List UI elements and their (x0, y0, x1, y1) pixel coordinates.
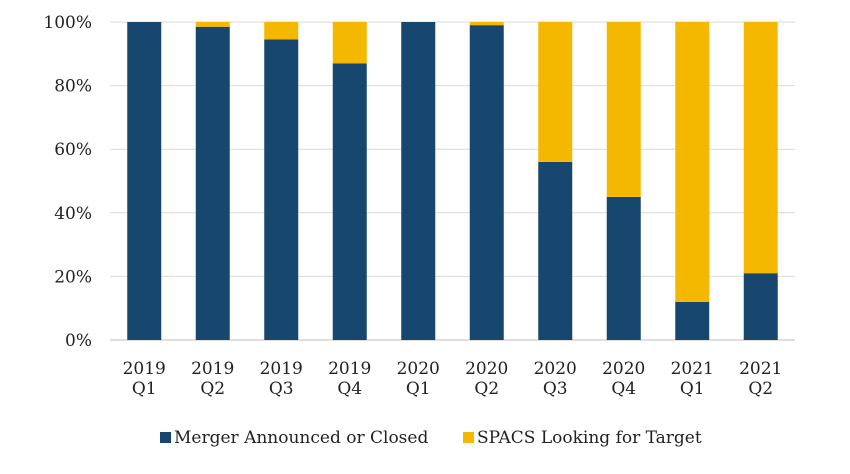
bar-spacs-looking-for-target (332, 22, 367, 64)
x-tick-label: 2021 (671, 359, 714, 379)
x-tick-label: Q1 (406, 379, 431, 399)
x-tick-label: Q4 (337, 379, 362, 399)
x-tick-label: Q3 (543, 379, 568, 399)
y-tick-label: 80% (54, 77, 92, 97)
y-tick-label: 60% (54, 140, 92, 160)
legend-swatch (463, 432, 474, 443)
bar-merger-announced-or-closed (127, 22, 162, 340)
y-tick-label: 0% (65, 331, 92, 351)
x-tick-label: Q2 (474, 379, 499, 399)
x-tick-label: Q1 (680, 379, 705, 399)
bar-merger-announced-or-closed (675, 301, 710, 340)
bar-merger-announced-or-closed (743, 273, 778, 340)
bar-spacs-looking-for-target (675, 22, 710, 302)
x-tick-label: 2020 (602, 359, 645, 379)
bar-spacs-looking-for-target (743, 22, 778, 274)
y-axis-tick-labels: 0% 20% 40% 60% 80% 100% (43, 13, 92, 351)
x-tick-label: Q4 (611, 379, 636, 399)
x-tick-label: Q1 (132, 379, 157, 399)
y-tick-label: 100% (43, 13, 92, 33)
legend-swatch (160, 432, 171, 443)
legend-label: SPACS Looking for Target (477, 428, 702, 448)
bar-merger-announced-or-closed (264, 39, 299, 341)
bar-spacs-looking-for-target (606, 22, 641, 197)
bar-spacs-looking-for-target (195, 22, 230, 27)
x-tick-label: 2019 (123, 359, 166, 379)
bar-merger-announced-or-closed (195, 26, 230, 341)
bar-merger-announced-or-closed (401, 22, 436, 340)
x-tick-label: Q2 (748, 379, 773, 399)
bar-merger-announced-or-closed (332, 63, 367, 341)
legend: Merger Announced or Closed SPACS Looking … (160, 428, 702, 448)
bar-merger-announced-or-closed (606, 196, 641, 340)
x-axis-category-labels: 2019Q12019Q22019Q32019Q42020Q12020Q22020… (123, 359, 783, 399)
bar-spacs-looking-for-target (538, 22, 573, 162)
legend-label: Merger Announced or Closed (174, 428, 428, 448)
x-tick-label: 2021 (739, 359, 782, 379)
bar-merger-announced-or-closed (538, 161, 573, 340)
x-tick-label: Q2 (200, 379, 225, 399)
bars (127, 22, 778, 341)
x-tick-label: 2020 (397, 359, 440, 379)
bar-merger-announced-or-closed (469, 25, 504, 341)
y-tick-label: 20% (54, 267, 92, 287)
x-tick-label: 2019 (328, 359, 371, 379)
bar-spacs-looking-for-target (264, 22, 299, 40)
y-tick-label: 40% (54, 204, 92, 224)
x-tick-label: 2020 (465, 359, 508, 379)
bar-spacs-looking-for-target (469, 22, 504, 26)
x-tick-label: 2020 (534, 359, 577, 379)
x-tick-label: 2019 (191, 359, 234, 379)
x-tick-label: 2019 (260, 359, 303, 379)
x-tick-label: Q3 (269, 379, 294, 399)
